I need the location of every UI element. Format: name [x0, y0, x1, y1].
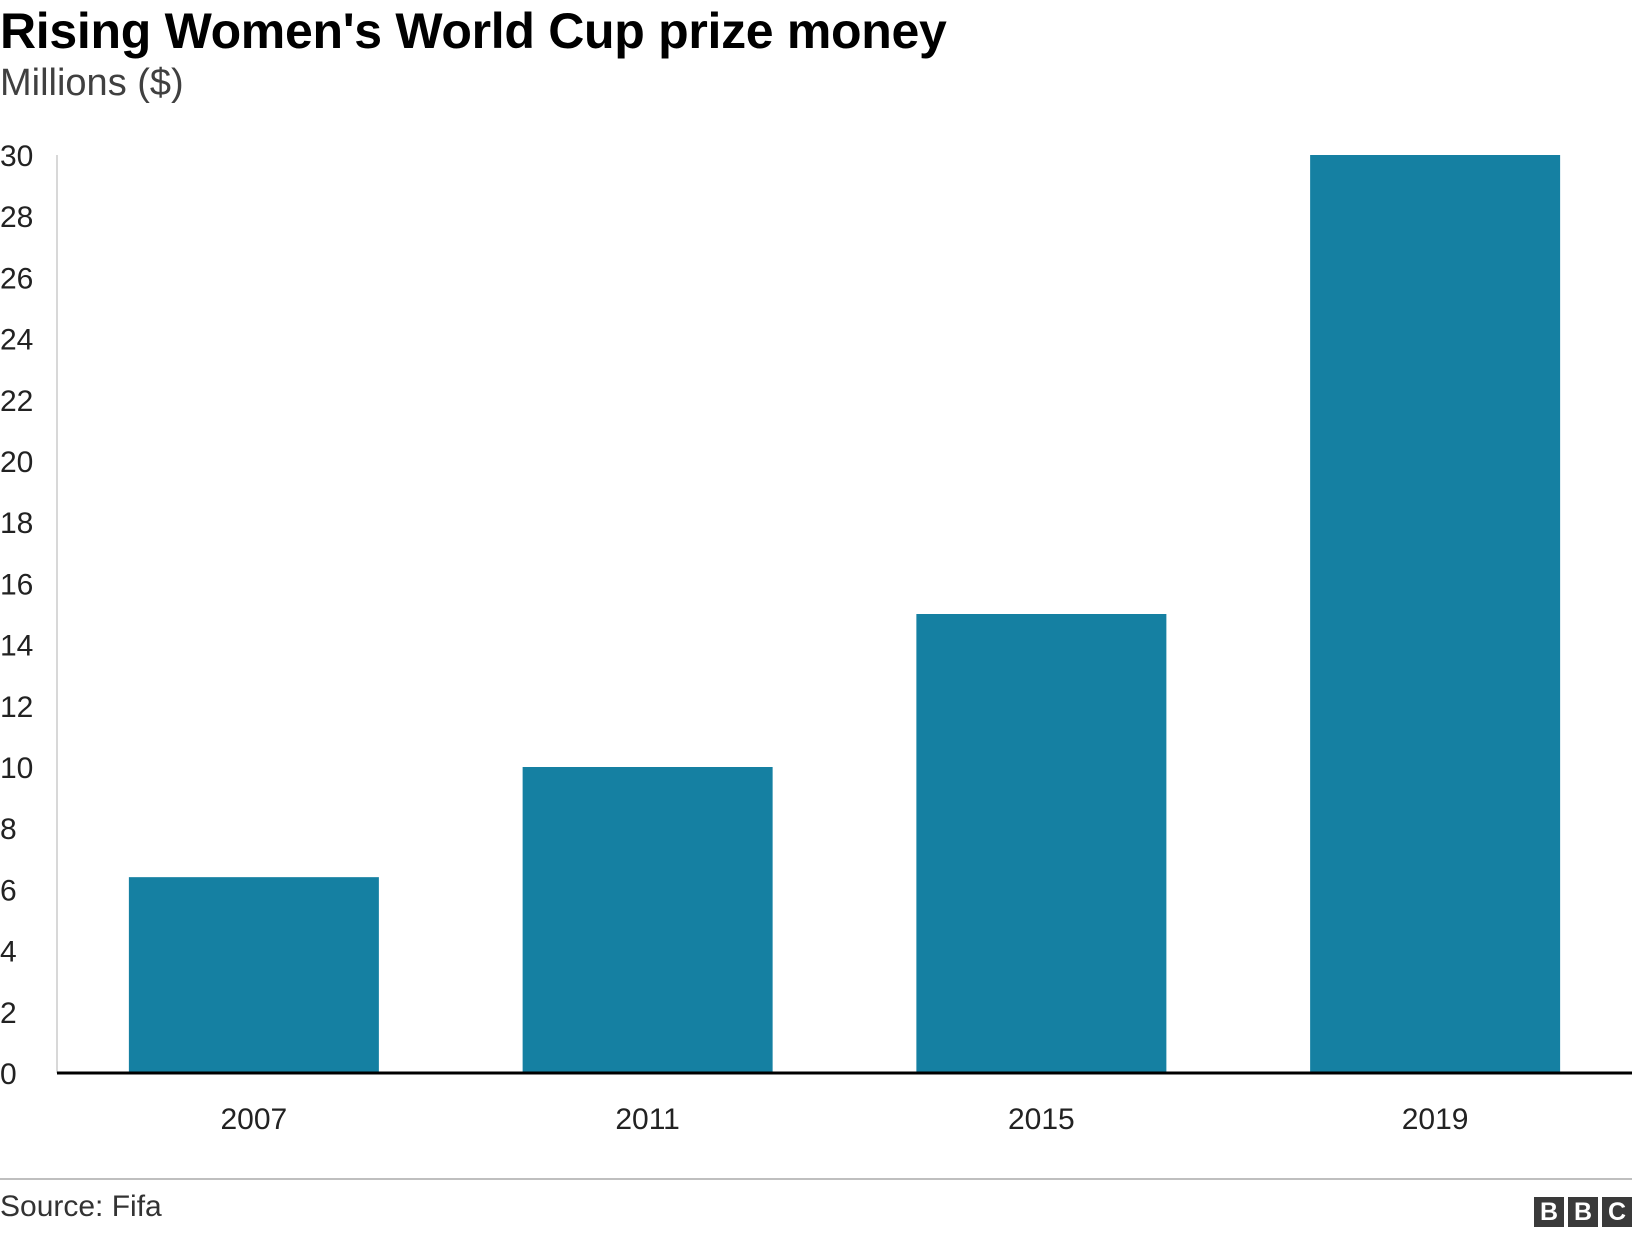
- y-tick-label: 30: [0, 140, 33, 173]
- logo-block: B: [1534, 1197, 1564, 1227]
- bar-2019: [1310, 155, 1561, 1073]
- y-tick-label: 0: [0, 1058, 17, 1091]
- x-tick-label: 2015: [1008, 1103, 1075, 1136]
- y-tick-label: 26: [0, 262, 33, 295]
- bar-2011: [522, 767, 773, 1073]
- bars: [128, 155, 1561, 1073]
- y-tick-label: 18: [0, 507, 33, 540]
- bar-2015: [916, 614, 1167, 1073]
- y-tick-label: 14: [0, 630, 33, 663]
- y-tick-label: 24: [0, 324, 33, 357]
- y-tick-label: 2: [0, 997, 17, 1030]
- y-tick-label: 22: [0, 385, 33, 418]
- chart-title: Rising Women's World Cup prize money: [0, 3, 947, 59]
- bar-2007: [128, 877, 379, 1073]
- y-tick-label: 20: [0, 446, 33, 479]
- x-tick-label: 2011: [615, 1103, 680, 1136]
- y-tick-label: 8: [0, 813, 17, 846]
- logo-block: C: [1602, 1197, 1632, 1227]
- x-tick-label: 2019: [1402, 1103, 1469, 1136]
- x-tick-label: 2007: [221, 1103, 288, 1136]
- x-axis-ticks: 2007 2011 2015 2019: [221, 1103, 1469, 1136]
- logo-block: B: [1568, 1197, 1598, 1227]
- y-tick-label: 28: [0, 201, 33, 234]
- y-tick-label: 12: [0, 691, 33, 724]
- footer-divider: [0, 1178, 1632, 1180]
- y-tick-label: 4: [0, 936, 17, 969]
- y-tick-label: 6: [0, 874, 17, 907]
- y-tick-label: 16: [0, 568, 33, 601]
- y-tick-label: 10: [0, 752, 33, 785]
- chart-subtitle: Millions ($): [0, 62, 184, 104]
- source-note: Source: Fifa: [0, 1190, 162, 1223]
